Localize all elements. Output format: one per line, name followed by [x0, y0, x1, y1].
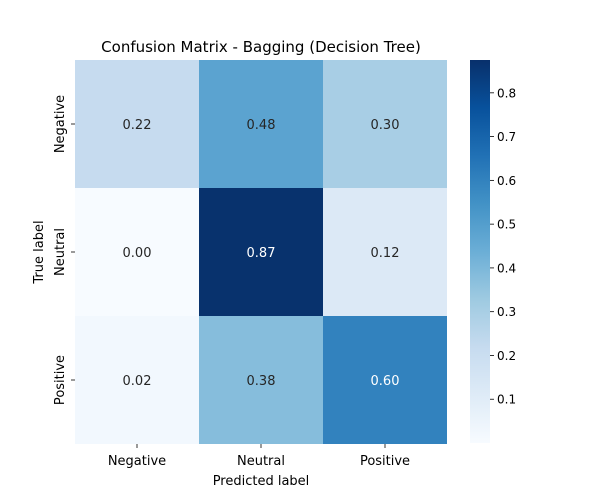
chart-title: Confusion Matrix - Bagging (Decision Tre… [101, 38, 421, 56]
x-axis-label: Predicted label [213, 474, 310, 489]
heatmap-grid: 0.22 0.48 0.30 0.00 0.87 0.12 0.02 0.38 0.60 [75, 60, 447, 444]
heatmap-cell [75, 316, 199, 444]
x-tick-label: Positive [360, 454, 410, 469]
colorbar-tick-label: 0.5 [497, 218, 516, 232]
colorbar-gradient [470, 60, 490, 443]
colorbar-ticks: 0.1 0.2 0.3 0.4 0.5 0.6 0.7 0.8 [490, 86, 516, 407]
heatmap-cell [199, 60, 323, 188]
x-tick-label: Neutral [237, 454, 285, 469]
cell-value-label: 0.12 [371, 246, 400, 261]
x-tick-label: Negative [108, 454, 166, 469]
heatmap-cell [323, 60, 447, 188]
y-axis-ticks: Negative Neutral Positive [53, 95, 75, 405]
colorbar: 0.1 0.2 0.3 0.4 0.5 0.6 0.7 0.8 [470, 60, 516, 443]
heatmap-cell [75, 188, 199, 316]
cell-value-label: 0.60 [371, 374, 400, 389]
cell-value-label: 0.38 [247, 374, 276, 389]
y-tick-label: Neutral [53, 228, 68, 276]
cell-value-label: 0.48 [247, 118, 276, 133]
colorbar-tick-label: 0.3 [497, 305, 516, 319]
colorbar-tick-label: 0.4 [497, 261, 516, 275]
heatmap-cell [199, 188, 323, 316]
cell-value-label: 0.00 [123, 246, 152, 261]
colorbar-tick-label: 0.2 [497, 349, 516, 363]
colorbar-tick-label: 0.8 [497, 86, 516, 100]
heatmap-cell [199, 316, 323, 444]
y-tick-label: Positive [53, 355, 68, 405]
y-tick-label: Negative [53, 95, 68, 153]
cell-value-label: 0.30 [371, 118, 400, 133]
heatmap-cell [75, 60, 199, 188]
y-axis-label: True label [32, 220, 47, 284]
heatmap-cell [323, 188, 447, 316]
heatmap-cell [323, 316, 447, 444]
colorbar-tick-label: 0.7 [497, 130, 516, 144]
cell-value-label: 0.02 [123, 374, 152, 389]
cell-value-label: 0.87 [247, 246, 276, 261]
colorbar-tick-label: 0.6 [497, 174, 516, 188]
colorbar-tick-label: 0.1 [497, 393, 516, 407]
x-axis-ticks: Negative Neutral Positive [108, 444, 410, 469]
cell-value-label: 0.22 [123, 118, 152, 133]
